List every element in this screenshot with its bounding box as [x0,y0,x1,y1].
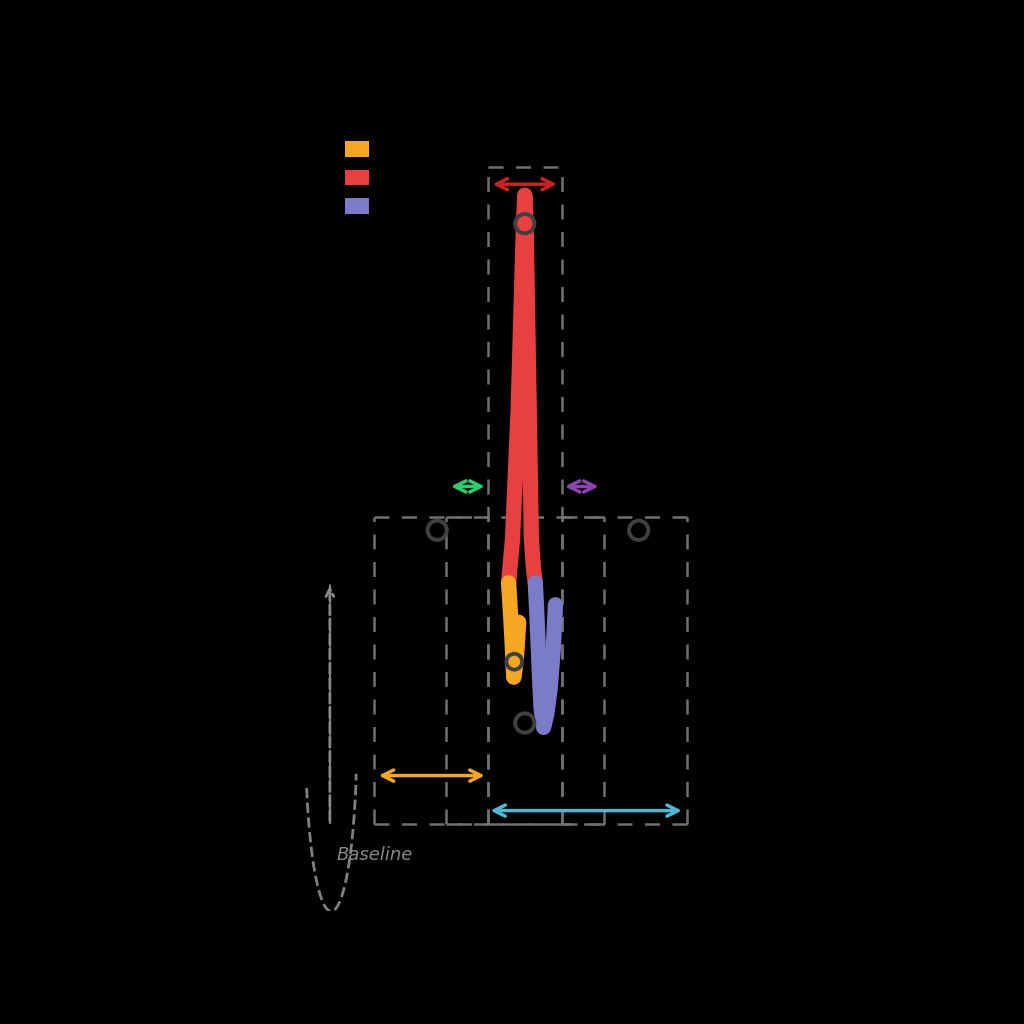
Bar [345,199,370,214]
Bar [345,141,370,157]
Bar [345,170,370,185]
Text: Baseline: Baseline [337,846,413,863]
